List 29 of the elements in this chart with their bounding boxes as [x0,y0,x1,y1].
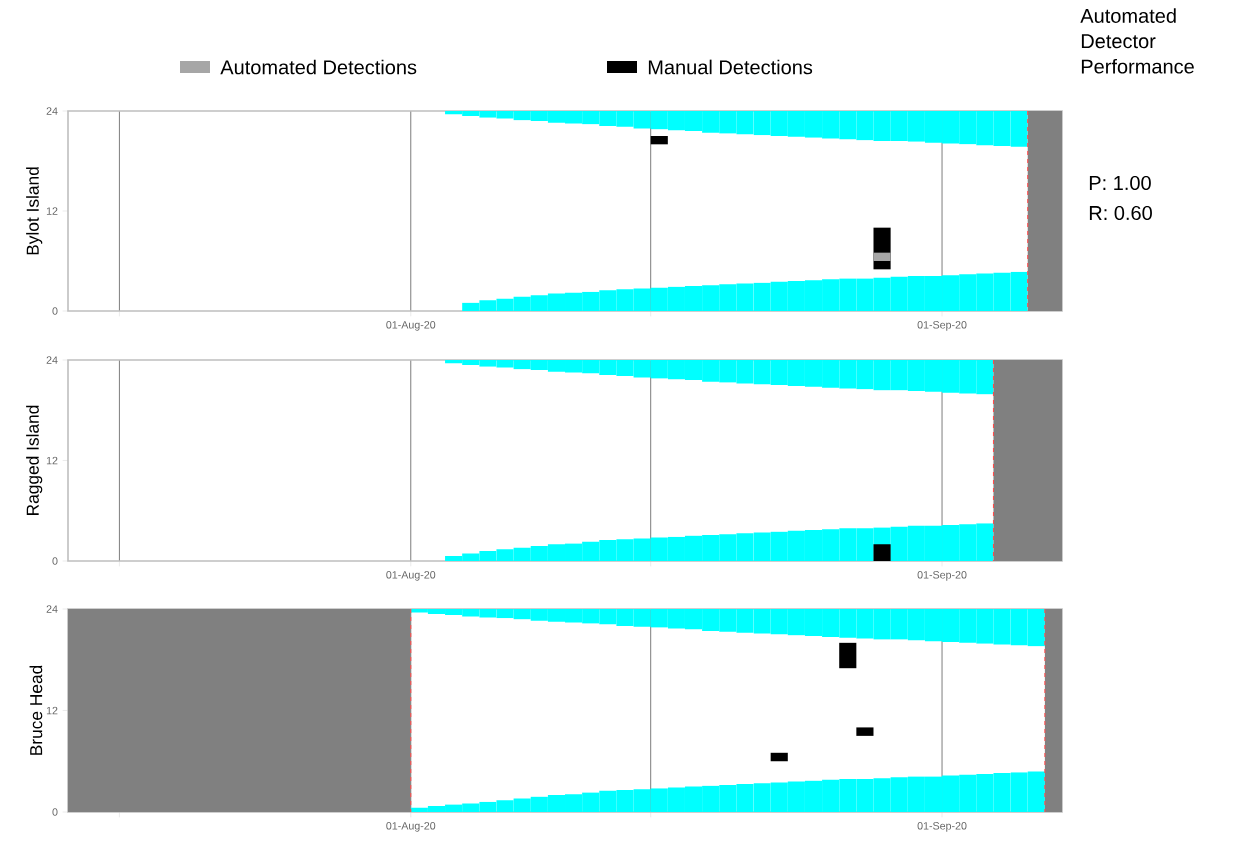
y-tick-label: 0 [52,307,58,315]
bar [873,544,891,561]
y-tick-label: 12 [46,456,58,465]
y-axis-title: Ragged Island [26,405,43,515]
x-tick-label: 01-Sep-20 [917,571,967,581]
y-tick-label: 0 [52,557,58,565]
y-tick-label: 24 [46,605,58,613]
x-tick-label: 01-Sep-20 [917,321,967,331]
text: R: 0.60 [1089,205,1152,221]
bar [873,252,891,261]
legend-label: Automated Detections [220,59,417,75]
text: P: 1.00 [1089,175,1151,191]
x-tick-label: 01-Sep-20 [917,822,967,832]
y-axis-title: Bylot Island [26,167,43,255]
bar [770,752,788,762]
y-tick-label: 0 [52,808,58,816]
text: Automated Detector Performance [1080,8,1194,74]
y-tick-label: 12 [46,706,58,715]
x-tick-label: 01-Aug-20 [386,321,436,331]
legend-label: Manual Detections [648,59,813,75]
y-tick-label: 24 [46,107,58,115]
x-tick-label: 01-Aug-20 [386,822,436,832]
y-tick-label: 12 [46,207,58,215]
y-axis-title: Bruce Head [29,665,43,755]
y-tick-label: 24 [46,356,58,364]
bar [650,135,668,145]
bar [856,727,874,736]
x-tick-label: 01-Aug-20 [386,571,436,581]
bar [839,642,857,669]
